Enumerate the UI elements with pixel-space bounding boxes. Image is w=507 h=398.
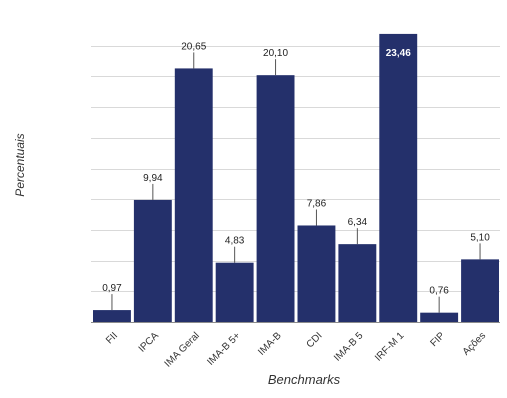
x-tick-label: FIP	[428, 330, 447, 349]
x-tick-label: IMA Geral	[163, 330, 202, 369]
bar-ima-b	[256, 75, 295, 322]
x-tick-label: IMA-B 5+	[205, 330, 243, 368]
x-tick-label: IMA-B 5	[332, 330, 366, 364]
data-label: 7,86	[307, 198, 327, 209]
data-label: 20,10	[263, 48, 288, 59]
bar-ima-b-5	[338, 244, 377, 322]
data-label: 5,10	[470, 232, 490, 243]
data-label: 20,65	[181, 41, 206, 52]
data-label: 23,46	[386, 48, 411, 59]
bar-fii	[93, 310, 131, 322]
x-tick-label: FII	[104, 330, 120, 346]
x-tick-label: Ações	[461, 330, 488, 357]
bar-ima-geral	[174, 68, 213, 322]
data-labels: 0,97 9,94 20,65 4,83 20,10 7,86 6,34 23,46 0,76 5…	[102, 41, 490, 313]
bar-cdi	[297, 225, 336, 322]
bar-ima-b-5-	[215, 262, 254, 322]
x-tick-label: IRF-M 1	[373, 330, 407, 364]
data-label: 6,34	[348, 217, 368, 228]
data-label: 0,97	[102, 283, 122, 294]
bar-irf-m-1	[379, 33, 418, 323]
bars	[93, 33, 499, 323]
x-tick-label: IMA-B	[256, 330, 284, 358]
x-axis-title: Benchmarks	[268, 372, 341, 387]
x-tick-label: IPCA	[137, 330, 162, 355]
bar-a-es	[461, 259, 499, 322]
data-label: 0,76	[429, 286, 449, 297]
bar-fip	[420, 312, 459, 322]
data-label: 9,94	[143, 173, 163, 184]
x-tick-label: CDI	[305, 330, 325, 350]
bar-ipca	[133, 199, 172, 322]
data-label: 4,83	[225, 236, 245, 247]
y-axis-title: Percentuais	[13, 133, 27, 196]
